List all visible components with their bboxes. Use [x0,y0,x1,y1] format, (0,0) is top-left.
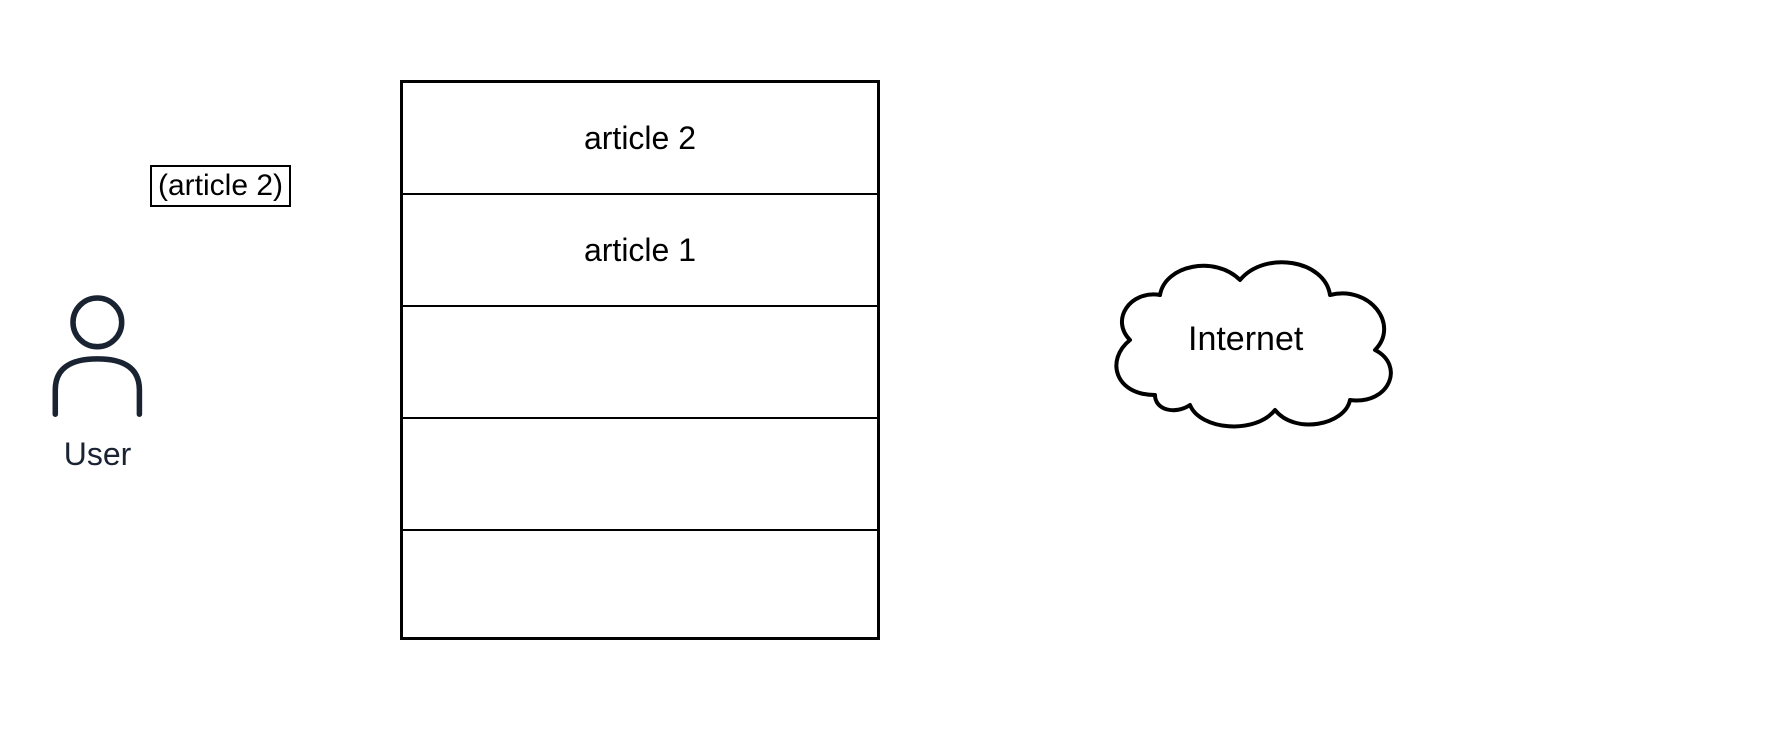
edge-label-article2: (article 2) [150,165,291,207]
stack-container: article 2 article 1 [400,80,880,640]
user-label: User [30,436,165,473]
stack-row-2 [403,307,877,419]
user-icon-box [30,270,165,430]
stack-row-3 [403,419,877,531]
stack-row-0: article 2 [403,83,877,195]
stack-row-4 [403,531,877,643]
user-icon [42,278,153,422]
diagram-canvas: User (article 2) article 2 article 1 Int… [0,0,1773,750]
stack-row-1: article 1 [403,195,877,307]
cloud-label: Internet [1188,320,1303,359]
cloud-node: Internet [1090,240,1410,440]
user-node: User [30,270,165,473]
